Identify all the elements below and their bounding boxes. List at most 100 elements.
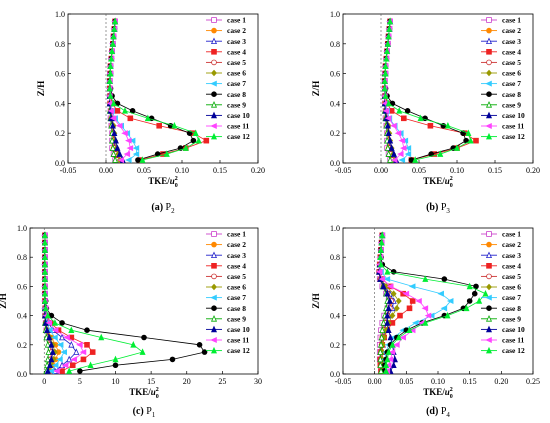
legend-entry: case 6: [227, 283, 246, 292]
y-tick-label: 1.0: [330, 10, 340, 19]
data-point: [41, 282, 48, 290]
data-point: [400, 145, 407, 152]
data-point: [45, 348, 52, 355]
data-point: [377, 246, 385, 253]
data-point: [107, 92, 114, 99]
data-point: [384, 289, 391, 297]
data-point: [84, 341, 90, 348]
data-point: [114, 108, 121, 114]
legend-entry: case 4: [227, 47, 246, 56]
panel-d: -0.05 0.00 0.05 0.10 0.15 0.20 0.25 0.0 0.2 0.4 0.…: [311, 224, 540, 419]
data-point: [111, 25, 118, 32]
data-point: [130, 341, 137, 348]
legend-entry: case 6: [502, 283, 521, 292]
x-tick-label: 25: [218, 377, 226, 386]
data-point: [182, 144, 189, 151]
data-point: [386, 297, 393, 304]
x-tick-label: 0.00: [99, 166, 113, 175]
data-point: [377, 361, 384, 369]
data-point: [385, 32, 392, 40]
data-point: [112, 355, 119, 363]
data-point: [383, 367, 390, 374]
data-point: [111, 129, 118, 137]
legend-marker: [211, 273, 217, 280]
legend-entry: case 7: [502, 79, 521, 88]
data-point: [115, 122, 123, 129]
data-point: [44, 355, 51, 363]
y-tick-label: 0.4: [330, 99, 340, 108]
legend-marker: [486, 241, 492, 248]
data-point: [385, 129, 392, 137]
legend-marker: [210, 346, 218, 354]
data-point: [42, 304, 49, 312]
x-tick-label: 5: [78, 377, 82, 386]
legend-marker: [485, 294, 492, 301]
data-point: [384, 121, 391, 129]
data-point: [390, 150, 397, 157]
data-point: [466, 298, 473, 304]
data-point: [437, 150, 444, 157]
legend-entry: case 4: [502, 261, 521, 270]
legend-marker: [211, 49, 217, 55]
data-point: [381, 84, 388, 92]
x-tick-label: 0.20: [494, 377, 508, 386]
legend-marker: [210, 80, 217, 87]
data-point: [108, 54, 115, 62]
data-point: [84, 327, 90, 334]
data-point: [106, 84, 113, 92]
legend-entry: case 5: [227, 58, 246, 67]
legend-marker: [486, 69, 492, 77]
data-point: [112, 17, 119, 25]
y-tick-label: 0.6: [330, 70, 340, 79]
legend-marker: [211, 262, 217, 269]
data-point: [377, 341, 385, 348]
data-point: [424, 312, 432, 319]
data-point: [195, 136, 202, 144]
data-point: [466, 282, 473, 290]
data-point: [171, 121, 178, 129]
data-point: [389, 341, 396, 348]
data-point: [51, 319, 58, 326]
data-point: [73, 348, 80, 355]
data-point: [387, 156, 394, 163]
panel-caption: (b) P3: [426, 202, 450, 215]
data-point: [384, 362, 392, 369]
data-point: [46, 361, 53, 369]
legend-marker: [486, 91, 492, 97]
legend-entry: case 11: [502, 336, 525, 345]
legend-entry: case 8: [502, 90, 521, 99]
data-point: [378, 238, 385, 246]
x-tick-label: 20: [183, 377, 191, 386]
data-point: [109, 115, 117, 122]
legend-entry: case 1: [502, 230, 521, 239]
data-point: [66, 367, 73, 374]
data-point: [196, 341, 203, 348]
data-point: [387, 136, 394, 144]
data-point: [382, 69, 389, 77]
data-point: [163, 150, 170, 157]
data-point: [394, 130, 402, 137]
x-tick-label: -0.05: [335, 166, 352, 175]
data-point: [49, 348, 56, 355]
data-point: [387, 333, 394, 341]
y-tick-label: 1.0: [17, 224, 27, 233]
data-point: [59, 368, 65, 374]
data-point: [389, 312, 396, 319]
x-tick-label: 0.05: [399, 377, 413, 386]
series-line-4: [384, 21, 477, 161]
data-point: [400, 115, 407, 122]
data-point: [388, 144, 395, 151]
legend-entry: case 2: [227, 26, 246, 35]
data-point: [41, 231, 48, 239]
data-point: [427, 122, 434, 129]
data-point: [379, 231, 386, 239]
x-tick-label: -0.05: [335, 377, 352, 386]
legend-marker: [486, 305, 492, 312]
y-axis-label: Z/H: [311, 81, 321, 97]
x-tick-label: 0.15: [488, 166, 502, 175]
legend-entry: case 11: [227, 336, 250, 345]
x-axis-label: TKE/u02: [129, 387, 159, 400]
data-point: [79, 349, 87, 356]
data-point: [139, 348, 146, 355]
